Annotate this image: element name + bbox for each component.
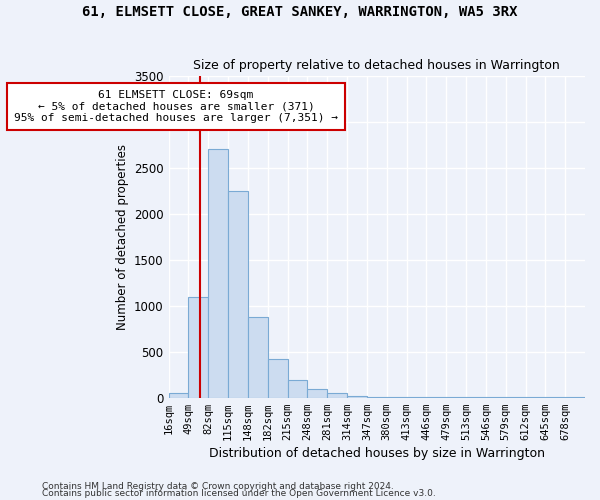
Bar: [347, 396, 367, 398]
X-axis label: Distribution of detached houses by size in Warrington: Distribution of detached houses by size …: [209, 447, 545, 460]
Title: Size of property relative to detached houses in Warrington: Size of property relative to detached ho…: [193, 59, 560, 72]
Bar: [248, 317, 268, 398]
Text: Contains public sector information licensed under the Open Government Licence v3: Contains public sector information licen…: [42, 490, 436, 498]
Text: Contains HM Land Registry data © Crown copyright and database right 2024.: Contains HM Land Registry data © Crown c…: [42, 482, 394, 491]
Bar: [307, 388, 327, 398]
Bar: [208, 150, 228, 398]
Text: 61, ELMSETT CLOSE, GREAT SANKEY, WARRINGTON, WA5 3RX: 61, ELMSETT CLOSE, GREAT SANKEY, WARRING…: [82, 5, 518, 19]
Text: 61 ELMSETT CLOSE: 69sqm
← 5% of detached houses are smaller (371)
95% of semi-de: 61 ELMSETT CLOSE: 69sqm ← 5% of detached…: [14, 90, 338, 123]
Bar: [169, 393, 188, 398]
Y-axis label: Number of detached properties: Number of detached properties: [116, 144, 128, 330]
Bar: [367, 397, 387, 398]
Bar: [268, 359, 287, 398]
Bar: [287, 380, 307, 398]
Bar: [228, 191, 248, 398]
Bar: [188, 296, 208, 398]
Bar: [327, 393, 347, 398]
